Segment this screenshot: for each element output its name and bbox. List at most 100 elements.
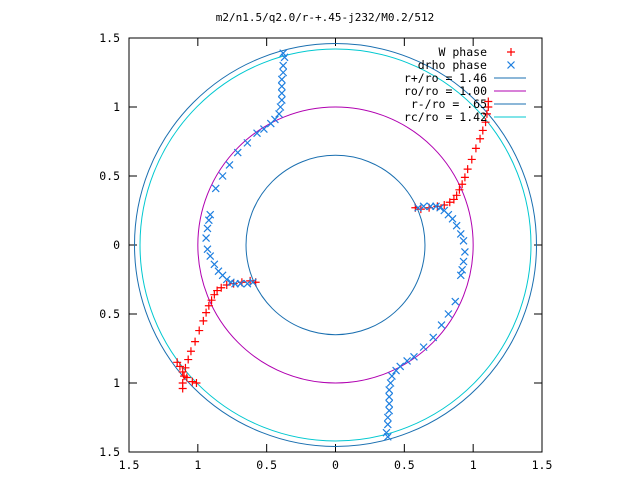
- w-phase-point: [210, 290, 219, 299]
- drho-phase-point: [280, 53, 289, 62]
- y-tick-label: 1: [113, 376, 120, 390]
- w-phase-point: [181, 363, 190, 372]
- drho-phase-point: [253, 129, 261, 138]
- legend-label: r-/ro = .65: [411, 97, 487, 111]
- w-phase-point: [452, 191, 461, 200]
- drho-phase-point: [436, 203, 445, 212]
- drho-phase-point: [279, 68, 288, 77]
- w-phase-point: [440, 200, 449, 209]
- drho-phase-point: [206, 252, 215, 260]
- w-phase-point: [202, 308, 211, 317]
- w-phase-point: [433, 202, 442, 211]
- drho-phase-point: [507, 61, 515, 69]
- x-tick-label: 1: [194, 458, 201, 472]
- drho-phase-point: [259, 125, 268, 134]
- w-phase-point: [458, 180, 467, 189]
- drho-phase-point: [243, 279, 252, 288]
- y-tick-label: 0.5: [99, 307, 120, 321]
- drho-phase-point: [203, 245, 212, 254]
- drho-phase-point: [383, 432, 392, 441]
- y-tick-label: 1: [113, 100, 120, 114]
- circle-curve: [139, 48, 532, 442]
- drho-phase-point: [448, 214, 457, 223]
- drho-phase-point: [277, 82, 286, 91]
- circle-curve: [134, 43, 537, 447]
- w-phase-point: [207, 296, 216, 305]
- w-phase-point: [182, 373, 191, 382]
- w-phase-point: [476, 134, 485, 143]
- y-tick-label: 0.5: [99, 169, 120, 183]
- drho-phase-point: [419, 202, 428, 211]
- legend-label: ro/ro = 1.00: [404, 84, 487, 98]
- w-phase-point: [192, 379, 201, 387]
- x-tick-label: 0.5: [256, 458, 277, 472]
- drho-phase-point: [392, 366, 400, 375]
- legend-label: W phase: [439, 45, 488, 59]
- drho-phase-point: [243, 138, 252, 147]
- drho-phase-point: [275, 109, 283, 118]
- w-phase-point: [188, 377, 197, 386]
- w-phase-point: [195, 326, 204, 335]
- drho-phase-point: [419, 343, 428, 352]
- drho-phase-point: [226, 278, 235, 287]
- drho-phase-point: [233, 148, 242, 157]
- drho-phase-point: [218, 172, 227, 180]
- w-phase-point: [507, 48, 515, 56]
- x-tick-label: 1.5: [119, 458, 140, 472]
- drho-phase-point: [210, 260, 219, 269]
- drho-phase-point: [456, 230, 465, 238]
- w-phase-point: [184, 355, 193, 364]
- drho-phase-point: [385, 399, 394, 408]
- drho-phase-point: [383, 413, 392, 422]
- drho-phase-point: [271, 115, 279, 124]
- w-phase-point: [478, 126, 487, 135]
- x-tick-label: 0.5: [394, 458, 415, 472]
- drho-phase-point: [410, 352, 418, 361]
- drho-phase-point: [279, 61, 288, 70]
- drho-phase-point: [429, 333, 438, 342]
- drho-phase-point: [437, 321, 446, 329]
- drho-phase-point: [460, 247, 469, 256]
- w-phase-point: [471, 144, 480, 153]
- drho-phase-point: [225, 161, 234, 169]
- drho-phase-point: [452, 221, 461, 230]
- drho-phase-point: [385, 406, 394, 415]
- circle-curve: [245, 154, 426, 336]
- drho-phase-point: [277, 96, 286, 105]
- x-tick-label: 1: [470, 458, 477, 472]
- legend-label: drho phase: [418, 58, 487, 72]
- y-tick-label: 0: [113, 238, 120, 252]
- drho-phase-point: [403, 356, 412, 365]
- w-phase-point: [204, 301, 213, 310]
- x-tick-label: 1.5: [532, 458, 553, 472]
- drho-phase-point: [388, 372, 396, 381]
- w-phase-point: [186, 347, 195, 356]
- w-phase-point: [482, 109, 491, 118]
- y-tick-label: 1.5: [99, 445, 120, 459]
- reference-circles: [134, 43, 537, 447]
- w-phase-point: [178, 367, 187, 376]
- w-phase-point: [229, 279, 238, 288]
- drho-phase-point: [459, 236, 468, 245]
- drho-phase-point: [279, 49, 288, 58]
- w-phase-point: [191, 337, 200, 346]
- w-phase-point: [463, 165, 472, 174]
- w-phase-point: [455, 185, 464, 194]
- w-phase-point: [449, 195, 458, 204]
- w-phase-point: [484, 97, 493, 106]
- drho-phase-point: [276, 103, 285, 111]
- drho-phase-point: [277, 89, 286, 98]
- drho-phase-point: [214, 267, 223, 276]
- drho-phase-point: [459, 257, 468, 266]
- x-tick-label: 0: [332, 458, 339, 472]
- drho-phase-point: [385, 392, 394, 401]
- w-phase-point: [217, 283, 226, 292]
- drho-phase-point: [202, 234, 211, 243]
- data-points: [173, 49, 493, 441]
- drho-phase-point: [383, 420, 392, 429]
- y-tick-label: 1.5: [99, 31, 120, 45]
- circle-curve: [197, 106, 474, 384]
- drho-phase-point: [456, 271, 465, 280]
